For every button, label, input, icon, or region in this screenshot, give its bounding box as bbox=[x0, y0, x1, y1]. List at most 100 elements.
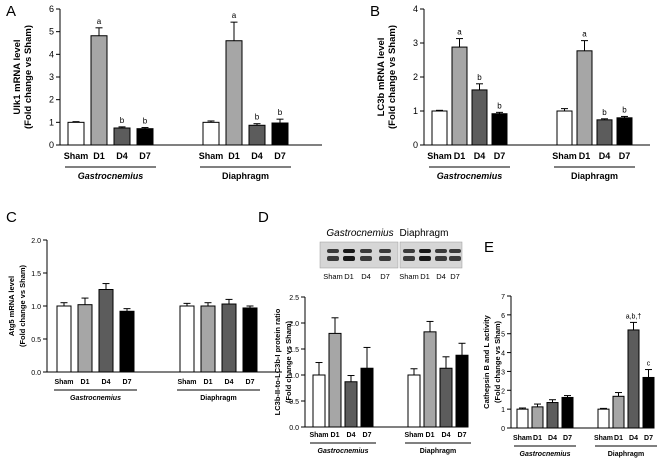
bar bbox=[77, 304, 93, 373]
bar bbox=[576, 50, 593, 146]
bar bbox=[627, 329, 640, 429]
category-label: D4 bbox=[225, 379, 234, 386]
bar bbox=[179, 305, 195, 373]
category-label: D1 bbox=[228, 151, 240, 161]
bar-annotation: b bbox=[477, 73, 482, 82]
y-axis-label: Ulk1 mRNA level (Fold change vs Sham) bbox=[12, 25, 34, 129]
category-label: D4 bbox=[629, 435, 638, 442]
y-tick-label: 3 bbox=[49, 72, 54, 82]
bar bbox=[328, 332, 342, 428]
category-label: D7 bbox=[458, 432, 467, 439]
category-label: D7 bbox=[363, 432, 372, 439]
category-label: Sham bbox=[427, 151, 452, 161]
y-tick-label: 5 bbox=[501, 332, 505, 339]
group-label: Gastrocnemius bbox=[437, 171, 503, 181]
bar bbox=[221, 303, 237, 373]
category-label: Sham bbox=[309, 432, 328, 439]
panel-c: C 0.0 0.5 1.0 1.5 2.0 Atg5 mRNA level (Fold cha… bbox=[6, 209, 282, 402]
bar bbox=[612, 395, 625, 429]
y-tick-label: 2 bbox=[501, 388, 505, 395]
blot-band-lower bbox=[360, 256, 372, 261]
blot-band-lower bbox=[419, 256, 431, 261]
bar-annotation: b bbox=[143, 117, 148, 126]
blot-band-upper bbox=[403, 249, 415, 253]
bar-annotation: a bbox=[582, 30, 587, 39]
blot-title-diaphragm: Diaphragm bbox=[400, 228, 449, 239]
category-label: D4 bbox=[102, 379, 111, 386]
bar bbox=[471, 89, 488, 146]
y-tick-label: 7 bbox=[501, 294, 505, 301]
bar-annotation: c bbox=[647, 361, 651, 368]
group-label: Diaphragm bbox=[200, 395, 237, 402]
blot-band-lower bbox=[379, 256, 391, 261]
bar bbox=[200, 305, 216, 373]
category-label: D4 bbox=[116, 151, 128, 161]
bar bbox=[616, 117, 633, 146]
y-axis-label-line2: (Fold change vs Sham) bbox=[23, 25, 34, 129]
category-label: D4 bbox=[599, 151, 611, 161]
panel-letter: B bbox=[370, 3, 380, 20]
group-label: Gastrocnemius bbox=[78, 171, 144, 181]
category-label: D1 bbox=[579, 151, 591, 161]
y-tick-label: 0 bbox=[501, 426, 505, 433]
y-axis-label-line1: Ulk1 mRNA level bbox=[12, 39, 23, 114]
panel-letter: D bbox=[258, 209, 269, 226]
blot-band-upper bbox=[360, 249, 372, 253]
category-label: Sham bbox=[177, 379, 196, 386]
panel-letter: A bbox=[6, 3, 16, 20]
blot-band-upper bbox=[343, 249, 355, 253]
y-tick-label: 4 bbox=[413, 4, 418, 14]
blot-lane-label: D1 bbox=[344, 272, 354, 281]
bar bbox=[136, 128, 154, 146]
bar bbox=[90, 35, 108, 146]
category-label: D7 bbox=[274, 151, 286, 161]
bar-annotation: a,b,† bbox=[626, 313, 642, 320]
bar-annotation: b bbox=[622, 105, 627, 114]
category-label: Sham bbox=[199, 151, 224, 161]
y-tick-label: 0.5 bbox=[289, 399, 299, 406]
blot-band-lower bbox=[327, 256, 339, 261]
bar-annotation: a bbox=[457, 28, 462, 37]
blot-band-upper bbox=[449, 249, 461, 253]
blot-membrane bbox=[399, 241, 463, 269]
blot-lane-label: Sham bbox=[399, 272, 419, 281]
category-label: D1 bbox=[204, 379, 213, 386]
bar bbox=[312, 374, 326, 428]
bar-annotation: b bbox=[497, 101, 502, 110]
bar bbox=[225, 40, 243, 146]
bar bbox=[439, 367, 453, 428]
blot-lane-label: D1 bbox=[420, 272, 430, 281]
category-label: D1 bbox=[614, 435, 623, 442]
y-axis-label-line2: (Fold change vs Sham) bbox=[387, 25, 398, 129]
y-tick-label: 1.5 bbox=[31, 271, 41, 278]
category-label: D4 bbox=[442, 432, 451, 439]
y-tick-label: 2 bbox=[49, 95, 54, 105]
group-label: Gastrocnemius bbox=[70, 395, 121, 402]
bar bbox=[596, 119, 613, 146]
category-label: D1 bbox=[426, 432, 435, 439]
blot-band-lower bbox=[435, 256, 447, 261]
y-axis-label-line1: Atg5 mRNA level bbox=[7, 276, 16, 336]
category-label: D7 bbox=[619, 151, 631, 161]
bar bbox=[642, 376, 655, 429]
y-tick-label: 2.5 bbox=[289, 295, 299, 302]
blot-title-gastrocnemius: Gastrocnemius bbox=[326, 228, 393, 239]
group-label: Diaphragm bbox=[420, 448, 457, 455]
y-tick-label: 6 bbox=[501, 313, 505, 320]
bar-annotation: b bbox=[120, 116, 125, 125]
group-label: Diaphragm bbox=[222, 171, 269, 181]
y-axis-label-line1: LC3b mRNA level bbox=[376, 38, 387, 117]
bar-annotation: b bbox=[602, 108, 607, 117]
category-label: D1 bbox=[533, 435, 542, 442]
bar bbox=[561, 396, 574, 429]
bar bbox=[119, 310, 135, 373]
category-label: D7 bbox=[139, 151, 151, 161]
bar bbox=[597, 408, 610, 429]
bar bbox=[271, 122, 289, 146]
y-tick-label: 1.0 bbox=[289, 373, 299, 380]
bar bbox=[98, 289, 114, 373]
y-tick-label: 2.0 bbox=[289, 321, 299, 328]
y-axis-label: LC3b mRNA level (Fold change vs Sham) bbox=[376, 25, 398, 129]
y-tick-label: 1 bbox=[413, 106, 418, 116]
